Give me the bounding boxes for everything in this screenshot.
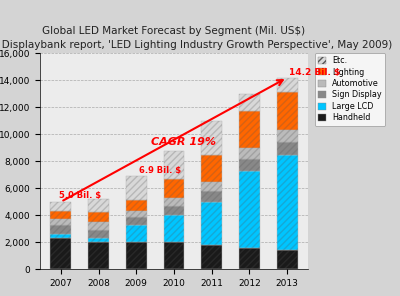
Text: CAGR 19%: CAGR 19% (151, 137, 216, 147)
Bar (277, 78, 298, 92)
Bar (277, 130, 298, 142)
Text: 14.2 Bil. $: 14.2 Bil. $ (289, 68, 340, 77)
Bar (126, 200, 147, 211)
Bar (277, 250, 298, 269)
Bar (126, 211, 147, 217)
Bar (239, 171, 260, 248)
Bar (201, 155, 222, 181)
Bar (126, 242, 147, 269)
Bar (164, 151, 184, 179)
Bar (50, 234, 71, 238)
Bar (164, 215, 184, 242)
Bar (126, 176, 147, 200)
Bar (164, 206, 184, 215)
Bar (277, 130, 298, 142)
Bar (50, 234, 71, 238)
Bar (239, 171, 260, 248)
Bar (50, 238, 71, 269)
Bar (277, 92, 298, 130)
Bar (88, 212, 109, 222)
Title: Global LED Market Forecast by Segment (Mil. US$)
(Source: Displaybank report, 'L: Global LED Market Forecast by Segment (M… (0, 26, 393, 50)
Bar (50, 225, 71, 234)
Legend: Etc., Lighting, Automotive, Sign Display, Large LCD, Handheld: Etc., Lighting, Automotive, Sign Display… (315, 53, 385, 126)
Bar (164, 179, 184, 198)
Bar (88, 238, 109, 242)
Bar (50, 202, 71, 211)
Bar (164, 242, 184, 269)
Bar (88, 199, 109, 212)
Bar (201, 181, 222, 191)
Bar (239, 248, 260, 269)
Bar (239, 248, 260, 269)
Bar (88, 242, 109, 269)
Bar (277, 155, 298, 250)
Bar (88, 238, 109, 242)
Bar (88, 229, 109, 238)
Bar (277, 142, 298, 155)
Bar (88, 212, 109, 222)
Bar (88, 199, 109, 212)
Bar (201, 245, 222, 269)
Bar (239, 94, 260, 111)
Bar (164, 198, 184, 206)
Bar (50, 202, 71, 211)
Bar (164, 179, 184, 198)
Bar (126, 176, 147, 200)
Bar (126, 226, 147, 242)
Bar (164, 242, 184, 269)
Bar (239, 148, 260, 159)
Bar (50, 211, 71, 219)
Bar (50, 219, 71, 225)
Bar (88, 229, 109, 238)
Bar (164, 151, 184, 179)
Bar (50, 238, 71, 269)
Bar (277, 142, 298, 155)
Bar (88, 222, 109, 229)
Bar (201, 121, 222, 155)
Bar (201, 191, 222, 202)
Bar (239, 159, 260, 171)
Text: 5.0 Bil. $: 5.0 Bil. $ (59, 191, 101, 200)
Bar (126, 211, 147, 217)
Bar (239, 111, 260, 148)
Bar (50, 219, 71, 225)
Bar (126, 217, 147, 226)
Bar (164, 206, 184, 215)
Bar (239, 94, 260, 111)
Bar (201, 245, 222, 269)
Text: 6.9 Bil. $: 6.9 Bil. $ (139, 166, 181, 175)
Bar (126, 226, 147, 242)
Bar (201, 202, 222, 245)
Bar (239, 148, 260, 159)
Bar (239, 111, 260, 148)
Bar (88, 242, 109, 269)
Bar (126, 217, 147, 226)
Bar (201, 202, 222, 245)
Bar (277, 250, 298, 269)
Bar (164, 215, 184, 242)
Bar (201, 155, 222, 181)
Bar (50, 211, 71, 219)
Bar (201, 121, 222, 155)
Bar (50, 225, 71, 234)
Bar (277, 78, 298, 92)
Bar (88, 222, 109, 229)
Bar (201, 181, 222, 191)
Bar (239, 159, 260, 171)
Bar (277, 92, 298, 130)
Bar (277, 155, 298, 250)
Bar (126, 242, 147, 269)
Bar (126, 200, 147, 211)
Bar (164, 198, 184, 206)
Bar (201, 191, 222, 202)
